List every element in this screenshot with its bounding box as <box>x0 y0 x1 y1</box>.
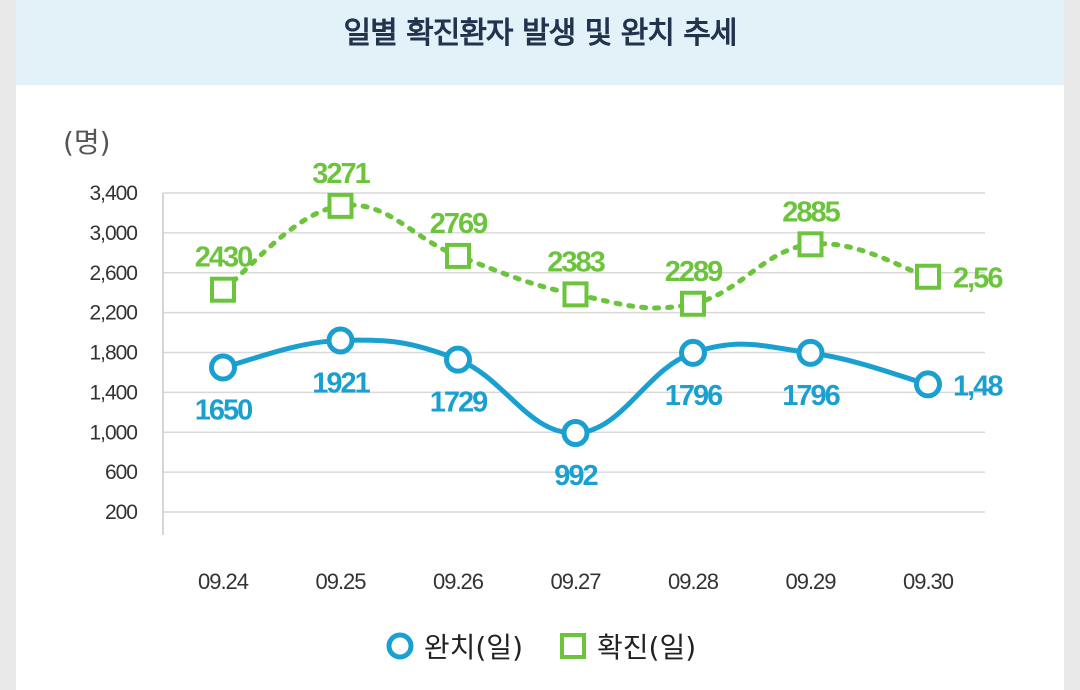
chart-card <box>16 0 1064 690</box>
y-tick-label: 2,600 <box>89 262 137 285</box>
x-tick-label: 09.28 <box>668 569 719 594</box>
recovered-point-marker <box>561 419 590 448</box>
confirmed-point-marker <box>680 290 706 317</box>
confirmed-data-label: 2289 <box>665 256 723 288</box>
confirmed-point-marker <box>445 242 471 269</box>
y-tick-label: 600 <box>105 461 137 484</box>
recovered-point-marker <box>796 338 825 367</box>
x-tick-label: 09.30 <box>903 569 954 594</box>
x-tick-label: 09.24 <box>198 569 249 594</box>
y-tick-label: 3,400 <box>89 182 137 205</box>
x-tick-label: 09.29 <box>785 569 836 594</box>
recovered-point-marker <box>326 326 355 355</box>
x-tick-label: 09.27 <box>550 569 601 594</box>
recovered-data-label: 1729 <box>430 387 488 419</box>
legend-label-confirmed: 확진(일) <box>597 631 697 664</box>
recovered-data-label: 1796 <box>665 380 723 412</box>
circle-marker-icon <box>386 632 414 660</box>
y-tick-label: 1,800 <box>89 342 137 365</box>
confirmed-point-marker <box>797 231 824 258</box>
y-tick-label: 1,000 <box>89 421 137 444</box>
confirmed-point-marker <box>915 263 941 290</box>
y-tick-label: 3,000 <box>89 222 137 245</box>
recovered-data-label: 1,48 <box>953 370 1003 402</box>
confirmed-data-label: 2,56 <box>953 263 1003 295</box>
confirmed-point-marker <box>210 276 236 303</box>
confirmed-data-label: 2430 <box>195 242 252 274</box>
recovered-data-label: 992 <box>554 460 597 492</box>
x-tick-label: 09.25 <box>315 569 366 594</box>
confirmed-point-marker <box>562 281 589 308</box>
legend: 완치(일) 확진(일) <box>0 626 1080 666</box>
confirmed-data-label: 2383 <box>547 246 605 278</box>
recovered-point-marker <box>914 370 942 399</box>
confirmed-data-label: 2769 <box>430 208 488 240</box>
legend-item-confirmed: 확진(일) <box>557 626 696 666</box>
y-unit-label: (명) <box>63 126 111 159</box>
confirmed-data-label: 2885 <box>782 196 840 228</box>
chart-title: 일별 확진환자 발생 및 완치 추세 <box>343 16 737 51</box>
recovered-point-marker <box>444 345 472 374</box>
legend-item-recovered: 완치(일) <box>384 626 523 666</box>
confirmed-data-label: 3271 <box>312 158 370 190</box>
legend-label-recovered: 완치(일) <box>423 631 523 664</box>
x-tick-label: 09.26 <box>433 569 484 594</box>
y-tick-label: 1,400 <box>89 381 137 404</box>
recovered-data-label: 1650 <box>195 394 252 426</box>
square-marker-icon <box>560 633 586 659</box>
recovered-point-marker <box>209 353 237 382</box>
title-band <box>16 0 1064 85</box>
y-tick-label: 2,200 <box>89 302 137 325</box>
recovered-data-label: 1921 <box>312 367 370 399</box>
confirmed-point-marker <box>327 192 354 219</box>
recovered-point-marker <box>679 338 707 367</box>
y-tick-label: 200 <box>105 501 137 524</box>
recovered-data-label: 1796 <box>782 380 840 412</box>
